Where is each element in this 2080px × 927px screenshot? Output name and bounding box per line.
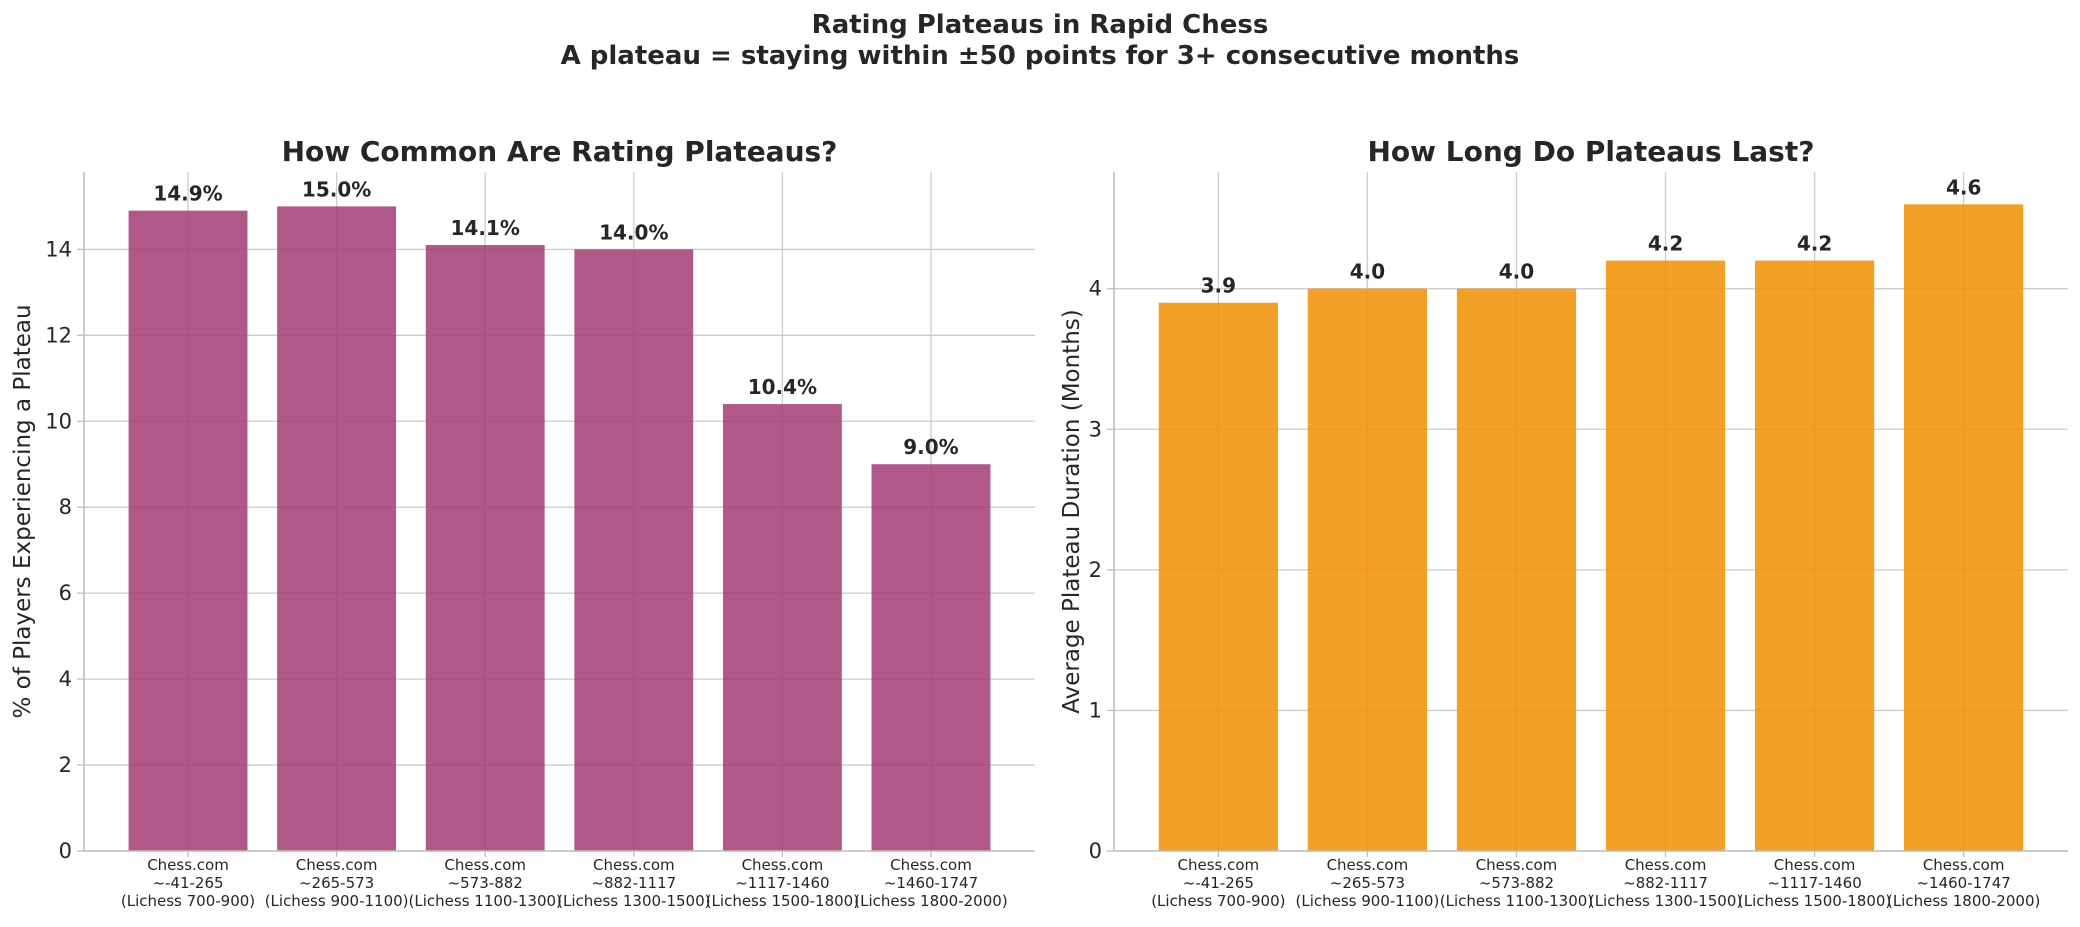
bar-value-label-1-1: 14.9% [153, 182, 222, 206]
x-tick-label-2-5: Chess.com ~1117-1460 (Lichess 1500-1800) [1738, 856, 1891, 910]
chart-title-1: How Common Are Rating Plateaus? [282, 135, 838, 168]
bar-value-label-2-2: 4.0 [1350, 260, 1385, 284]
bar-1-6 [871, 464, 991, 851]
y-axis-label-1: % of Players Experiencing a Plateau [10, 304, 36, 718]
bar-1-4 [574, 249, 694, 851]
x-tick-label-1-4: Chess.com ~882-1117 (Lichess 1300-1500) [557, 856, 710, 910]
bar-value-label-1-2: 15.0% [302, 177, 371, 201]
bar-1-3 [425, 245, 545, 852]
bar-2-4 [1605, 260, 1726, 852]
bar-1-2 [277, 206, 397, 851]
y-tick-label-1-4: 8 [59, 495, 72, 519]
x-tick-label-1-5: Chess.com ~1117-1460 (Lichess 1500-1800) [706, 856, 859, 910]
y-tick-label-1-1: 2 [59, 753, 72, 777]
x-tick-label-2-1: Chess.com ~-41-265 (Lichess 700-900) [1151, 856, 1285, 910]
bar-value-label-2-4: 4.2 [1648, 232, 1683, 256]
y-tick-label-1-3: 6 [59, 581, 72, 605]
y-tick-label-2-0: 0 [1089, 839, 1102, 863]
bar-value-label-1-6: 9.0% [903, 435, 958, 459]
bar-2-3 [1456, 288, 1577, 851]
x-tick-label-1-2: Chess.com ~265-573 (Lichess 900-1100) [265, 856, 409, 910]
x-tick-label-2-2: Chess.com ~265-573 (Lichess 900-1100) [1295, 856, 1439, 910]
y-tick-label-1-2: 4 [59, 667, 72, 691]
figure-title-line-1: Rating Plateaus in Rapid Chess [811, 10, 1269, 40]
bar-value-label-1-4: 14.0% [599, 220, 668, 244]
bar-2-1 [1158, 302, 1278, 851]
y-tick-label-2-1: 1 [1089, 698, 1102, 722]
chart-panel-1: 0 2 4 6 8 10 12 14 14.9% 15.0% 14.1% 14.0% 10.4% 9.0%… [10, 135, 1035, 910]
y-tick-label-1-0: 0 [59, 839, 72, 863]
y-axis-label-2: Average Plateau Duration (Months) [1059, 309, 1085, 714]
x-tick-label-2-3: Chess.com ~573-882 (Lichess 1100-1300) [1440, 856, 1593, 910]
bar-2-2 [1307, 288, 1428, 851]
bar-value-label-1-3: 14.1% [451, 216, 520, 240]
y-tick-label-2-4: 4 [1089, 277, 1102, 301]
x-tick-label-1-3: Chess.com ~573-882 (Lichess 1100-1300) [409, 856, 562, 910]
x-tick-label-1-6: Chess.com ~1460-1747 (Lichess 1800-2000) [854, 856, 1007, 910]
y-tick-label-1-6: 12 [45, 323, 72, 347]
x-tick-label-2-4: Chess.com ~882-1117 (Lichess 1300-1500) [1589, 856, 1742, 910]
x-tick-label-1-1: Chess.com ~-41-265 (Lichess 700-900) [121, 856, 255, 910]
bar-value-label-2-6: 4.6 [1946, 175, 1981, 199]
bar-1-5 [722, 404, 842, 851]
chart-title-2: How Long Do Plateaus Last? [1368, 135, 1815, 168]
y-tick-label-1-5: 10 [45, 409, 72, 433]
chart-panel-2: 0 1 2 3 4 3.9 4.0 4.0 4.2 4.2 4.6 Chess.com ~-41-265… [1059, 135, 2068, 910]
bar-value-label-2-1: 3.9 [1201, 274, 1236, 298]
x-tick-label-2-6: Chess.com ~1460-1747 (Lichess 1800-2000) [1887, 856, 2040, 910]
bar-1-1 [128, 210, 248, 851]
figure-subtitle-line-2: A plateau = staying within ±50 points fo… [560, 41, 1520, 71]
bar-2-5 [1754, 260, 1875, 852]
bar-value-label-1-5: 10.4% [748, 375, 817, 399]
bar-value-label-2-5: 4.2 [1797, 232, 1832, 256]
y-tick-label-2-3: 3 [1089, 417, 1102, 441]
y-tick-label-1-7: 14 [45, 237, 72, 261]
figure-title: Rating Plateaus in Rapid Chess A plateau… [0, 10, 2080, 72]
bar-2-6 [1904, 204, 2024, 852]
y-tick-label-2-2: 2 [1089, 558, 1102, 582]
bar-value-label-2-3: 4.0 [1499, 260, 1534, 284]
